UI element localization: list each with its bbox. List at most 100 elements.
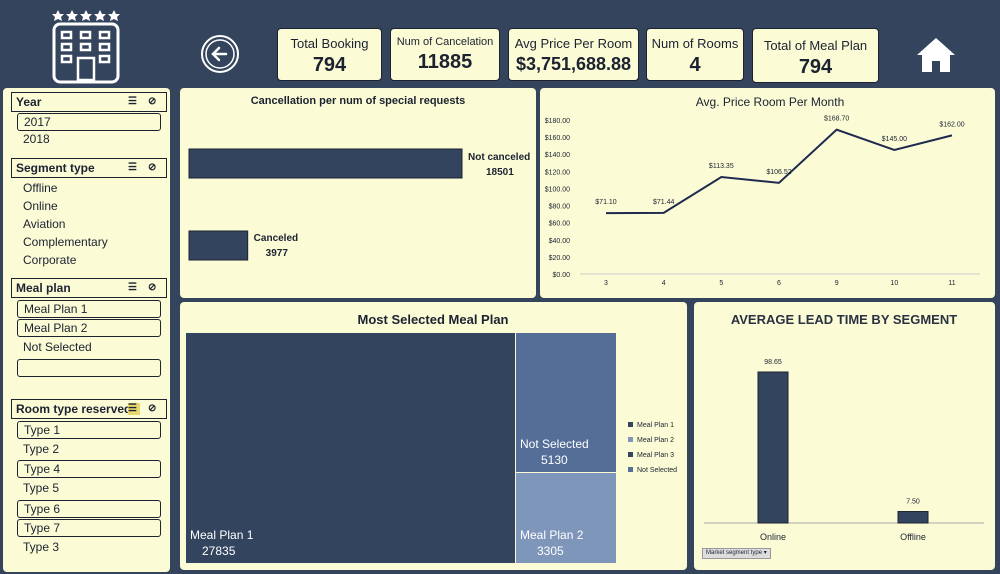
- legend-swatch: [628, 437, 633, 442]
- kpi-num-rooms: Num of Rooms 4: [646, 28, 744, 81]
- slicer-item-meal-plan-2[interactable]: Meal Plan 2: [17, 319, 161, 337]
- slicer-item-type-2[interactable]: Type 2: [23, 442, 60, 456]
- tile-value-not-selected: 5130: [541, 453, 568, 467]
- slicer-item-type-1[interactable]: Type 1: [17, 421, 161, 439]
- bar-online: [757, 371, 789, 524]
- kpi-value: 4: [689, 54, 701, 76]
- slicer-item-online[interactable]: Online: [23, 199, 58, 213]
- bar-offline: [897, 511, 929, 524]
- tile-meal-plan-1: [186, 333, 515, 563]
- slicer-item-type-6[interactable]: Type 6: [17, 500, 161, 518]
- home-icon: [917, 38, 955, 72]
- meal-plan-chart-card: Most Selected Meal Plan Meal Plan 1 2783…: [180, 302, 687, 570]
- home-button[interactable]: [915, 36, 957, 74]
- slicer-item-meal-plan-1[interactable]: Meal Plan 1: [17, 300, 161, 318]
- chart-title: Cancellation per num of special requests: [251, 95, 466, 107]
- kpi-value: 794: [798, 56, 833, 78]
- kpi-value: 11885: [417, 51, 473, 73]
- y-tick-label: $20.00: [549, 255, 571, 262]
- back-button[interactable]: [200, 34, 240, 74]
- legend-label: Meal Plan 1: [637, 422, 674, 429]
- y-tick-label: $100.00: [545, 186, 570, 193]
- clear-filter-icon[interactable]: ⊘: [148, 403, 157, 414]
- kpi-label: Avg Price Per Room: [514, 36, 633, 51]
- legend-swatch: [628, 422, 633, 427]
- clear-filter-icon[interactable]: ⊘: [148, 282, 157, 293]
- bar-label-canceled: Canceled: [254, 233, 298, 244]
- chart-title: Avg. Price Room Per Month: [696, 95, 845, 109]
- multi-select-icon[interactable]: ☰: [128, 162, 137, 173]
- slicer-item-2018[interactable]: 2018: [23, 132, 50, 146]
- kpi-value: 794: [312, 54, 347, 76]
- bar-label-not-canceled: Not canceled: [468, 152, 530, 163]
- data-label: $168.70: [824, 116, 849, 123]
- treemap-legend: Meal Plan 1 Meal Plan 2 Meal Plan 3 Not …: [628, 422, 677, 474]
- y-tick-label: $160.00: [545, 135, 570, 142]
- hotel-logo-icon: [50, 8, 122, 84]
- slicer-segment-header: Segment type ☰ ⊘: [11, 158, 167, 178]
- slicer-title: Segment type: [16, 161, 95, 175]
- bar-value-canceled: 3977: [266, 248, 289, 259]
- slicer-item-2017[interactable]: 2017: [17, 113, 161, 131]
- data-label: $113.35: [709, 163, 734, 170]
- market-segment-filter-button[interactable]: Market segment type ▾: [702, 548, 771, 559]
- clear-filter-icon[interactable]: ⊘: [148, 96, 157, 107]
- series-line: [605, 128, 953, 215]
- chart-title: AVERAGE LEAD TIME BY SEGMENT: [731, 312, 957, 327]
- x-label-online: Online: [760, 532, 786, 542]
- slicer-item-aviation[interactable]: Aviation: [23, 217, 66, 231]
- cancellation-chart: Cancellation per num of special requests…: [188, 95, 530, 261]
- multi-select-icon[interactable]: ☰: [128, 282, 137, 293]
- x-tick-label: 9: [835, 280, 839, 287]
- slicer-item-blank[interactable]: [17, 359, 161, 377]
- lead-time-bar-chart: AVERAGE LEAD TIME BY SEGMENT Online Offl…: [704, 312, 984, 542]
- legend-label: Meal Plan 2: [637, 437, 674, 444]
- kpi-total-booking: Total Booking 794: [277, 28, 382, 81]
- x-tick-label: 11: [948, 280, 955, 287]
- dropdown-arrow-icon: ▾: [763, 550, 767, 556]
- legend-label: Meal Plan 3: [637, 452, 674, 459]
- slicer-item-complementary[interactable]: Complementary: [23, 235, 108, 249]
- slicer-item-type-5[interactable]: Type 5: [23, 481, 60, 495]
- chart-title: Most Selected Meal Plan: [358, 312, 509, 327]
- x-tick-label: 6: [777, 280, 781, 287]
- kpi-total-meal-plan: Total of Meal Plan 794: [752, 28, 879, 83]
- kpi-avg-price: Avg Price Per Room $3,751,688.88: [508, 28, 639, 81]
- slicer-item-corporate[interactable]: Corporate: [23, 253, 77, 267]
- bar-canceled: [188, 230, 249, 261]
- data-label: 98.65: [764, 359, 782, 366]
- slicer-title: Meal plan: [16, 281, 71, 295]
- avg-price-chart-card: Avg. Price Room Per Month $0.00 $20.00 $40…: [540, 88, 995, 298]
- x-tick-label: 10: [890, 280, 898, 287]
- tile-label-meal-plan-1: Meal Plan 1: [190, 528, 254, 542]
- kpi-label: Total Booking: [290, 36, 369, 51]
- bar-value-not-canceled: 18501: [486, 167, 514, 178]
- y-tick-label: $60.00: [549, 221, 571, 228]
- multi-select-icon[interactable]: ☰: [128, 403, 140, 415]
- kpi-label: Total of Meal Plan: [763, 38, 868, 53]
- y-tick-label: $0.00: [552, 272, 570, 279]
- slicer-meal-header: Meal plan ☰ ⊘: [11, 278, 167, 298]
- avg-price-line-chart: Avg. Price Room Per Month $0.00 $20.00 $40…: [545, 95, 980, 287]
- slicer-item-offline[interactable]: Offline: [23, 181, 58, 195]
- tile-meal-plan-2: [516, 473, 616, 563]
- arrow-left-circle-icon: [201, 35, 239, 73]
- data-label: $71.44: [653, 199, 675, 206]
- y-tick-label: $180.00: [545, 118, 570, 125]
- tile-not-selected: [516, 333, 616, 472]
- slicer-item-type-7[interactable]: Type 7: [17, 519, 161, 537]
- slicer-item-not-selected[interactable]: Not Selected: [23, 340, 92, 354]
- clear-filter-icon[interactable]: ⊘: [148, 162, 157, 173]
- slicer-item-type-3[interactable]: Type 3: [23, 540, 60, 554]
- data-label: $145.00: [882, 136, 907, 143]
- slicer-title: Room type reserved: [16, 402, 132, 416]
- tile-value-meal-plan-2: 3305: [537, 544, 564, 558]
- y-tick-label: $120.00: [545, 169, 570, 176]
- x-tick-label: 5: [719, 280, 723, 287]
- slicer-item-type-4[interactable]: Type 4: [17, 460, 161, 478]
- filter-label: Market segment type: [706, 550, 763, 556]
- slicer-room-header: Room type reserved ☰ ⊘: [11, 399, 167, 419]
- y-tick-label: $40.00: [549, 238, 571, 245]
- legend-label: Not Selected: [637, 467, 677, 474]
- multi-select-icon[interactable]: ☰: [128, 96, 137, 107]
